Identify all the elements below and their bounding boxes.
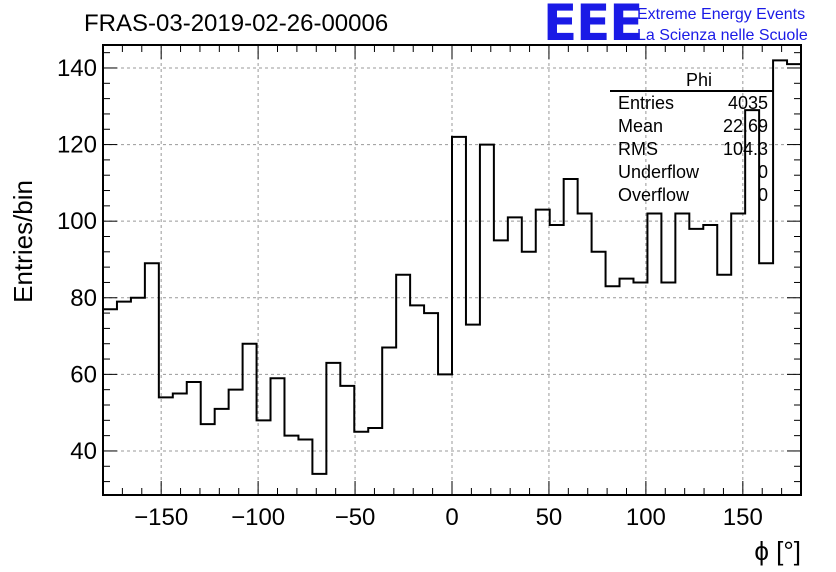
histogram-bin	[145, 263, 159, 495]
histogram-bin	[661, 282, 675, 495]
y-axis-label: Entries/bin	[8, 180, 38, 303]
histogram-bin	[759, 263, 773, 495]
stats-label: Entries	[618, 93, 675, 113]
stats-row-entries: Entries 4035	[610, 92, 774, 115]
histogram-bin	[438, 374, 452, 495]
x-tick-label: 50	[536, 504, 563, 531]
stats-row-overflow: Overflow 0	[610, 184, 774, 207]
histogram-bin	[326, 363, 340, 495]
histogram-bin	[159, 397, 173, 495]
histogram-bin	[257, 420, 271, 495]
y-tick-label: 80	[70, 285, 97, 312]
histogram-bin	[284, 436, 298, 495]
x-tick-label: 0	[445, 504, 458, 531]
stats-value: 0	[757, 185, 768, 205]
chart-title: FRAS-03-2019-02-26-00006	[84, 10, 389, 37]
histogram-bin	[717, 275, 731, 495]
stats-value: 22.69	[722, 116, 768, 136]
y-tick-label: 100	[57, 208, 97, 235]
histogram-bin	[354, 432, 368, 495]
histogram-bin	[703, 225, 717, 495]
histogram-bin	[382, 348, 396, 495]
histogram-bin	[592, 252, 606, 495]
stats-label: RMS	[618, 139, 658, 159]
histogram-bin	[215, 409, 229, 495]
histogram-bin	[298, 439, 312, 495]
stats-box: Phi Entries 4035 Mean 22.69 RMS 104.3 Un…	[610, 70, 774, 207]
histogram-bin	[494, 240, 508, 495]
stats-row-underflow: Underflow 0	[610, 161, 774, 184]
histogram-bin	[773, 60, 787, 495]
stats-label: Underflow	[618, 162, 700, 182]
logo-line-1: Extreme Energy Events	[637, 6, 806, 23]
histogram-bin	[508, 217, 522, 495]
histogram-bin	[340, 386, 354, 495]
x-tick-label: 100	[626, 504, 666, 531]
histogram-bin	[312, 474, 326, 495]
histogram-bin	[689, 229, 703, 495]
histogram-bin	[201, 424, 215, 495]
eee-logo-icon: EEE	[543, 0, 643, 52]
histogram-bin	[633, 282, 647, 495]
stats-value: 0	[757, 162, 768, 182]
x-axis-label: ϕ [°]	[754, 536, 801, 566]
histogram-bin	[522, 252, 536, 495]
stats-value: 104.3	[722, 139, 768, 159]
histogram-bin	[229, 390, 243, 495]
histogram-bin	[675, 214, 689, 495]
histogram-outline	[103, 59, 801, 475]
logo-caption: Extreme Energy Events La Scienza nelle S…	[637, 4, 808, 46]
stats-box-title: Phi	[610, 70, 774, 92]
stats-label: Mean	[618, 116, 664, 136]
y-tick-label: 120	[57, 132, 97, 159]
histogram-bin	[410, 305, 424, 495]
histogram-bin	[480, 145, 494, 495]
histogram-bin	[368, 428, 382, 495]
x-tick-label: 150	[723, 504, 763, 531]
histogram-bins	[103, 59, 801, 495]
x-tick-label: −50	[335, 504, 376, 531]
histogram-bin	[243, 344, 257, 495]
histogram-bin	[606, 286, 620, 495]
histogram-bin	[620, 279, 634, 495]
histogram-bin	[466, 325, 480, 495]
histogram-bin	[103, 309, 117, 495]
histogram-bin	[578, 214, 592, 495]
histogram-bin	[424, 313, 438, 495]
histogram-bin	[550, 225, 564, 495]
histogram-bin	[187, 382, 201, 495]
y-tick-label: 60	[70, 361, 97, 388]
histogram-bin	[271, 378, 285, 495]
x-tick-label: −150	[134, 504, 188, 531]
stats-row-rms: RMS 104.3	[610, 138, 774, 161]
histogram-bin	[131, 298, 145, 495]
histogram-bin	[452, 137, 466, 495]
x-tick-label: −100	[231, 504, 285, 531]
histogram-bin	[396, 275, 410, 495]
logo-line-2: La Scienza nelle Scuole	[637, 27, 808, 44]
stats-label: Overflow	[618, 185, 690, 205]
histogram-bin	[564, 179, 578, 495]
axis-ticks	[102, 45, 802, 495]
axis-tick-labels: −150 −100 −50 0 50 100 150 40 60 80 100 120 140	[57, 55, 763, 531]
stats-value: 4035	[727, 93, 768, 113]
histogram-bin	[173, 394, 187, 495]
histogram-bin	[117, 302, 131, 495]
histogram-bin	[536, 210, 550, 495]
y-tick-label: 40	[70, 438, 97, 465]
histogram-bin	[647, 214, 661, 495]
histogram-bin	[731, 214, 745, 495]
y-tick-label: 140	[57, 55, 97, 82]
stats-row-mean: Mean 22.69	[610, 115, 774, 138]
